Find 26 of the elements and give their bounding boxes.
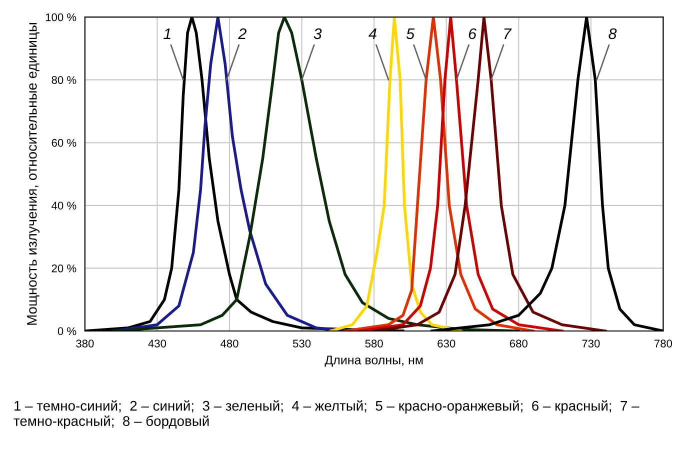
x-tick-label: 630 <box>438 340 456 348</box>
annotation: 2 <box>238 28 246 39</box>
annotation: 3 <box>314 28 322 40</box>
y-tick-label: 80 % <box>52 76 76 84</box>
x-tick-label: 680 <box>510 340 528 348</box>
x-tick-label: 730 <box>582 340 600 348</box>
y-tick-label: 40 % <box>52 202 76 210</box>
annotation: 6 <box>468 28 477 40</box>
x-tick-label: 380 <box>76 340 94 348</box>
annotation: 1 <box>164 28 170 39</box>
y-tick-label: 0 % <box>58 327 76 336</box>
y-axis-title: Мощность излучения, относительные единицы <box>27 23 40 325</box>
annotation: 4 <box>368 28 376 39</box>
x-axis-title: Длина волны, нм <box>324 356 423 367</box>
text: 1 – темно-синий; 2 – синий; 3 – зеленый; 4 – желтый; 5 – красно-оранжевый; 6 – красный; 7 – темно-красный; 8 – бордовый <box>14 400 640 429</box>
x-tick-label: 530 <box>292 340 311 348</box>
annotation: 7 <box>504 28 512 39</box>
x-tick-label: 430 <box>148 340 166 348</box>
x-tick-label: 480 <box>220 340 238 348</box>
x-tick-label: 780 <box>654 340 672 348</box>
x-tick-label: 580 <box>365 340 383 348</box>
y-tick-label: 20 % <box>52 264 76 272</box>
annotation: 8 <box>608 28 617 40</box>
y-tick-label: 60 % <box>52 138 76 147</box>
y-tick-label: 100 % <box>46 13 76 22</box>
annotation: 5 <box>406 28 415 40</box>
